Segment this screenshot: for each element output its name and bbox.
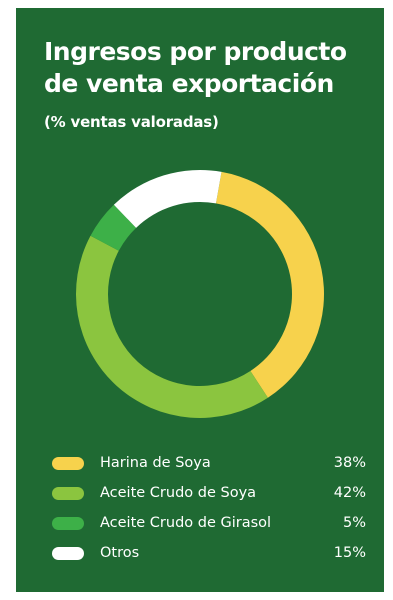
donut-slice-aceite-crudo-de-soya <box>76 235 268 418</box>
legend-value: 42% <box>333 485 366 501</box>
donut-slice-otros <box>113 170 222 228</box>
legend-value: 5% <box>342 515 366 531</box>
chart-title: Ingresos por producto de venta exportaci… <box>44 37 347 98</box>
legend-swatch <box>52 486 84 500</box>
legend-value: 15% <box>333 545 366 561</box>
donut-slice-harina-de-soya <box>215 171 324 398</box>
legend-swatch <box>52 456 84 470</box>
donut-chart <box>76 170 324 418</box>
legend-label: Harina de Soya <box>100 455 211 471</box>
legend-label: Otros <box>100 545 140 561</box>
chart-card: Ingresos por producto de venta exportaci… <box>16 8 384 592</box>
legend-swatch <box>52 546 84 560</box>
legend-item-aceite-crudo-de-girasol: Aceite Crudo de Girasol 5% <box>52 508 366 538</box>
legend-label: Aceite Crudo de Soya <box>100 485 257 501</box>
chart-legend: Harina de Soya 38% Aceite Crudo de Soya … <box>52 448 366 568</box>
chart-subtitle: (% ventas valoradas) <box>44 113 219 131</box>
legend-item-aceite-crudo-de-soya: Aceite Crudo de Soya 42% <box>52 478 366 508</box>
legend-item-otros: Otros 15% <box>52 538 366 568</box>
legend-item-harina-de-soya: Harina de Soya 38% <box>52 448 366 478</box>
donut-slice-aceite-crudo-de-girasol <box>90 204 137 251</box>
legend-value: 38% <box>333 455 366 471</box>
legend-label: Aceite Crudo de Girasol <box>100 515 272 531</box>
legend-swatch <box>52 516 84 530</box>
